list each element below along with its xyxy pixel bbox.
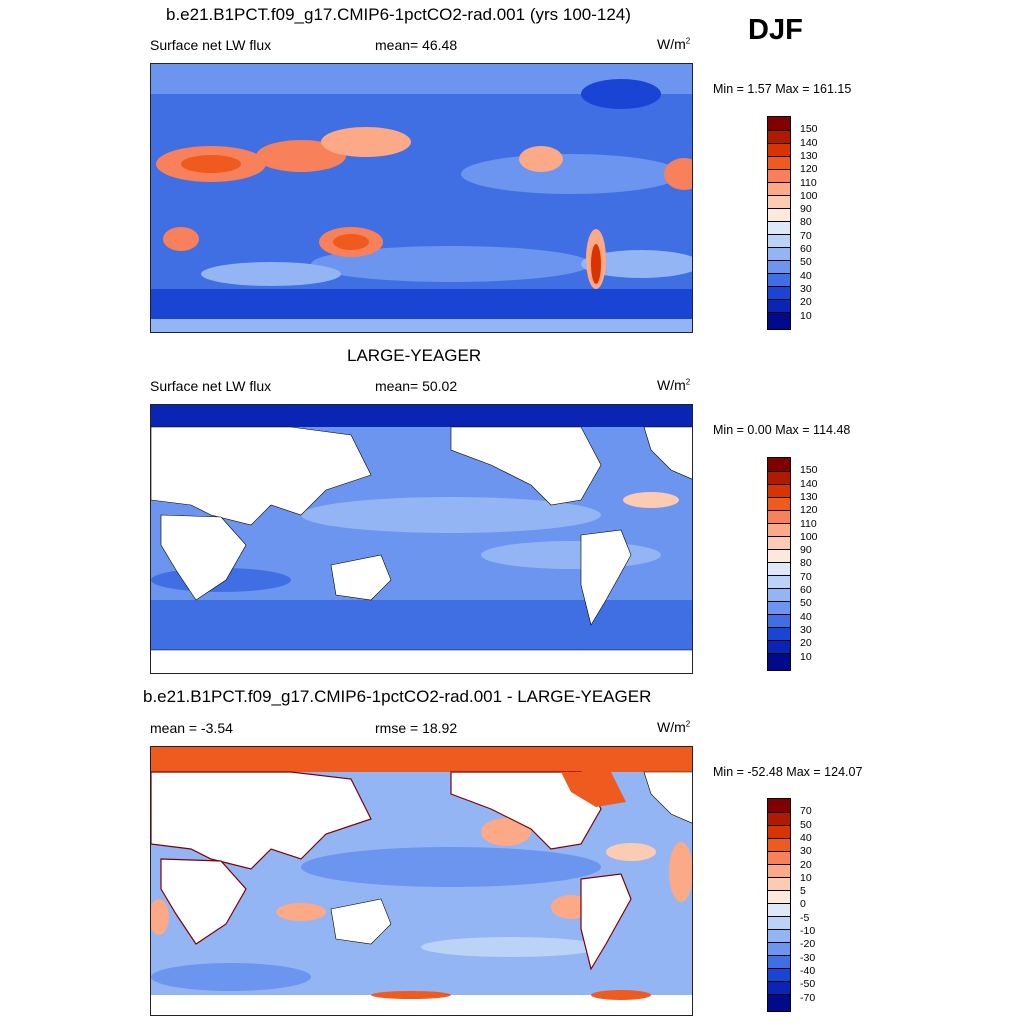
- panel3-rmse-label: rmse = 18.92: [375, 720, 458, 736]
- panel3-cb-tick: -10: [800, 925, 816, 937]
- panel2-cb-tick: 50: [800, 597, 812, 609]
- panel1-units: W/m2: [657, 36, 691, 52]
- panel3-cb-tick: 50: [800, 819, 812, 831]
- panel1-colorbar: [767, 116, 791, 330]
- panel2-minmax: Min = 0.00 Max = 114.48: [713, 423, 851, 437]
- panel3-cb-tick: -50: [800, 978, 816, 990]
- panel1-cb-tick: 110: [800, 177, 817, 189]
- panel2-cb-tick: 130: [800, 491, 818, 503]
- panel2-colorbar: [767, 457, 791, 671]
- panel1-title: b.e21.B1PCT.f09_g17.CMIP6-1pctCO2-rad.00…: [166, 5, 631, 24]
- panel3-cb-tick: 30: [800, 845, 812, 857]
- panel2-units: W/m2: [657, 377, 691, 393]
- panel3-cb-tick: 40: [800, 832, 812, 844]
- panel2-cb-tick: 80: [800, 557, 812, 569]
- panel1-cb-tick: 40: [800, 270, 812, 282]
- panel2-cb-tick: 10: [800, 651, 812, 663]
- panel1-cb-tick: 50: [800, 256, 812, 268]
- panel2-cb-tick: 40: [800, 611, 812, 623]
- panel2-mean-label: mean= 50.02: [375, 378, 458, 394]
- panel1-cb-tick: 140: [800, 137, 818, 149]
- panel3-cb-tick: 5: [800, 885, 806, 897]
- panel3-minmax: Min = -52.48 Max = 124.07: [713, 765, 863, 779]
- panel3-cb-tick: 20: [800, 859, 812, 871]
- panel2-cb-tick: 70: [800, 571, 812, 583]
- panel3-cb-tick: 10: [800, 872, 812, 884]
- panel2-cb-tick: 150: [800, 464, 818, 476]
- panel3-cb-tick: -5: [800, 912, 810, 924]
- panel2-variable-label: Surface net LW flux: [150, 378, 272, 394]
- panel3-cb-tick: -70: [800, 992, 816, 1004]
- panel1-cb-tick: 120: [800, 163, 818, 175]
- panel1-mean-label: mean= 46.48: [375, 37, 458, 53]
- panel2-cb-tick: 60: [800, 584, 812, 596]
- panel3-mean-label: mean = -3.54: [150, 720, 233, 736]
- panel3-map: [150, 746, 693, 1016]
- panel1-cb-tick: 60: [800, 243, 812, 255]
- panel2-title: LARGE-YEAGER: [347, 346, 482, 365]
- panel2-cb-tick: 20: [800, 637, 812, 649]
- panel3-cb-tick: -40: [800, 965, 816, 977]
- panel1-cb-tick: 150: [800, 123, 818, 135]
- panel1-map: [150, 63, 693, 333]
- panel1-cb-tick: 130: [800, 150, 818, 162]
- panel2-cb-tick: 90: [800, 544, 812, 556]
- panel1-cb-tick: 70: [800, 230, 812, 242]
- panel3-cb-tick: 0: [800, 898, 806, 910]
- panel1-cb-tick: 90: [800, 203, 812, 215]
- panel2-cb-tick: 140: [800, 478, 818, 490]
- panel1-minmax: Min = 1.57 Max = 161.15: [713, 82, 852, 96]
- panel2-cb-tick: 100: [800, 531, 818, 543]
- panel1-cb-tick: 30: [800, 283, 812, 295]
- panel2-cb-tick: 30: [800, 624, 812, 636]
- panel2-cb-tick: 120: [800, 504, 818, 516]
- season-label: DJF: [748, 14, 803, 46]
- panel3-cb-tick: -20: [800, 938, 816, 950]
- panel1-cb-tick: 80: [800, 216, 812, 228]
- panel1-cb-tick: 10: [800, 310, 812, 322]
- panel2-map: [150, 404, 693, 674]
- panel1-cb-tick: 20: [800, 296, 812, 308]
- panel3-cb-tick: -30: [800, 952, 816, 964]
- panel3-title: b.e21.B1PCT.f09_g17.CMIP6-1pctCO2-rad.00…: [143, 687, 652, 706]
- panel3-cb-tick: 70: [800, 805, 812, 817]
- panel3-units: W/m2: [657, 719, 691, 735]
- panel3-colorbar: [767, 798, 791, 1012]
- panel1-cb-tick: 100: [800, 190, 818, 202]
- panel1-variable-label: Surface net LW flux: [150, 37, 272, 53]
- panel2-cb-tick: 110: [800, 518, 817, 530]
